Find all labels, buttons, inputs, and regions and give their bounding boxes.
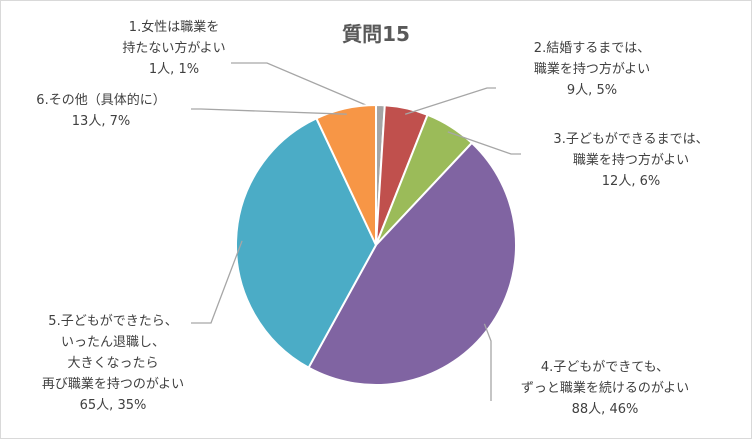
data-label-3-line2: 職業を持つ方がよい [572, 153, 690, 168]
data-label-5-line3: 大きくなったら [67, 356, 159, 371]
leader-line-3 [447, 131, 521, 155]
pie-slice-5 [235, 116, 378, 370]
data-label-1-line2: 持たない方がよい [122, 41, 226, 56]
data-label-6-value: 13人, 7% [71, 114, 131, 129]
data-label-4-value: 88人, 46% [571, 402, 639, 417]
chart-title: 質問15 [342, 22, 410, 46]
data-label-4-line2: ずっと職業を続けるのがよい [520, 381, 690, 396]
data-label-4: 4.子どもができても、 ずっと職業を続けるのがよい 88人, 46% [493, 357, 717, 420]
data-label-6: 6.その他（具体的に） 13人, 7% [9, 90, 193, 132]
pie-slice-6 [315, 103, 377, 246]
data-label-2: 2.結婚するまでは、 職業を持つ方がよい 9人, 5% [497, 38, 687, 101]
data-label-2-line2: 職業を持つ方がよい [533, 62, 651, 77]
leader-line-4 [483, 323, 492, 401]
data-label-4-line1: 4.子どもができても、 [540, 360, 670, 375]
data-label-5-line4: 再び職業を持つのがよい [41, 377, 185, 392]
data-label-2-line1: 2.結婚するまでは、 [533, 41, 651, 56]
data-label-5-value: 65人, 35% [79, 398, 147, 413]
data-label-5-line2: いったん退職し、 [60, 335, 165, 350]
data-label-6-line1: 6.その他（具体的に） [36, 93, 166, 108]
data-label-1-value: 1人, 1% [148, 62, 200, 77]
leader-line-1 [231, 62, 381, 112]
data-label-3-value: 12人, 6% [601, 174, 661, 189]
pie-slice-4 [307, 141, 518, 386]
data-label-5: 5.子どもができたら、 いったん退職し、 大きくなったら 再び職業を持つのがよい… [13, 311, 213, 416]
data-label-2-value: 9人, 5% [566, 83, 618, 98]
data-label-1: 1.女性は職業を 持たない方がよい 1人, 1% [81, 17, 267, 80]
data-label-3: 3.子どもができるまでは、 職業を持つ方がよい 12人, 6% [525, 129, 737, 192]
data-label-3-line1: 3.子どもができるまでは、 [553, 132, 709, 147]
leader-line-2 [405, 87, 496, 115]
data-label-1-line1: 1.女性は職業を [128, 20, 220, 35]
leader-line-5 [191, 240, 243, 324]
leader-line-6 [191, 108, 347, 115]
data-label-5-line1: 5.子どもができたら、 [48, 314, 178, 329]
